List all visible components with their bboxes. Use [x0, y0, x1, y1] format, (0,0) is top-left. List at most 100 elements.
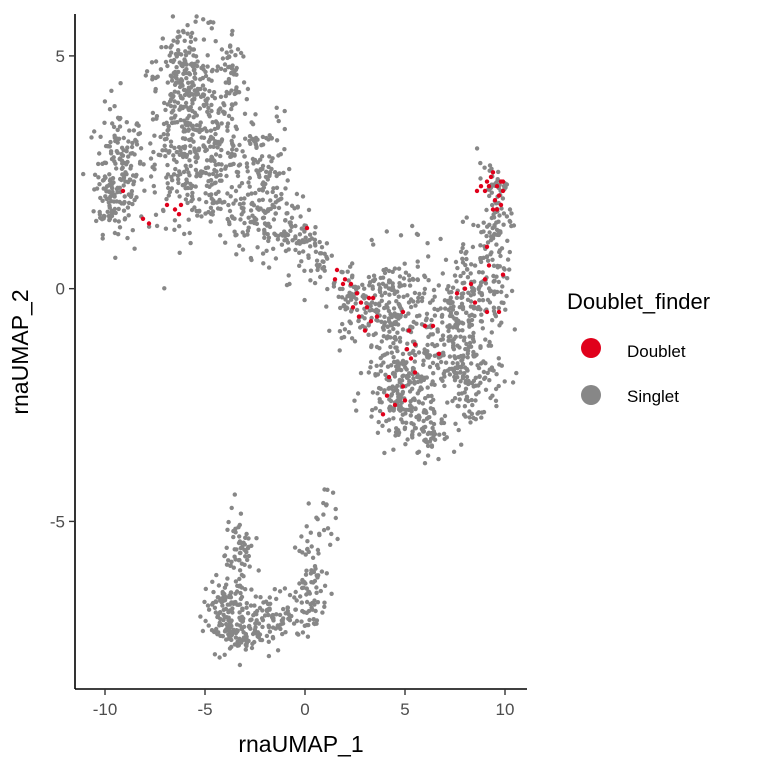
singlet-point [171, 38, 176, 43]
singlet-point [312, 602, 317, 607]
singlet-point [210, 209, 216, 214]
singlet-point [509, 211, 514, 216]
singlet-point [379, 298, 384, 303]
singlet-point [492, 278, 497, 283]
singlet-point [396, 432, 401, 437]
singlet-point [256, 568, 261, 573]
singlet-point [354, 408, 359, 413]
singlet-point [404, 360, 409, 365]
singlet-point [424, 410, 429, 415]
doublet-point [472, 300, 478, 305]
singlet-point [213, 152, 219, 157]
singlet-point [368, 365, 373, 370]
singlet-point [236, 540, 242, 546]
singlet-point [450, 360, 455, 366]
singlet-point [292, 595, 297, 600]
singlet-point [132, 197, 137, 203]
singlet-point [220, 634, 225, 639]
singlet-point [449, 289, 454, 295]
singlet-point [125, 235, 130, 241]
singlet-point [476, 390, 481, 395]
singlet-point [314, 515, 319, 520]
singlet-point [337, 286, 343, 292]
singlet-point [476, 270, 482, 275]
singlet-point [213, 180, 218, 185]
singlet-point [392, 266, 398, 271]
singlet-point [189, 198, 194, 204]
singlet-point [327, 328, 332, 333]
singlet-point [207, 192, 212, 198]
singlet-point [229, 559, 234, 564]
singlet-point [211, 20, 216, 25]
singlet-point [303, 552, 308, 557]
singlet-point [229, 70, 234, 76]
singlet-point [174, 149, 179, 155]
singlet-point [237, 522, 242, 528]
singlet-point [239, 561, 245, 566]
singlet-point [498, 253, 503, 259]
singlet-point [209, 69, 215, 74]
singlet-point [402, 425, 408, 430]
singlet-point [417, 291, 422, 297]
singlet-point [345, 294, 350, 299]
singlet-point [370, 278, 376, 283]
singlet-point [349, 275, 355, 280]
singlet-point [389, 363, 394, 368]
singlet-point [236, 163, 242, 168]
singlet-point [458, 365, 464, 370]
singlet-point [438, 337, 444, 342]
singlet-point [283, 630, 288, 635]
singlet-point [496, 279, 501, 285]
singlet-point [374, 309, 379, 314]
singlet-point [164, 136, 169, 141]
singlet-point [120, 153, 126, 158]
singlet-point [227, 91, 232, 96]
singlet-point [167, 189, 173, 195]
singlet-point [388, 335, 393, 340]
singlet-point [273, 200, 278, 205]
singlet-point [456, 404, 461, 409]
singlet-point [240, 149, 245, 154]
singlet-point [170, 93, 175, 98]
singlet-point [488, 289, 493, 294]
singlet-point [288, 228, 293, 233]
singlet-point [265, 601, 271, 607]
singlet-point [352, 339, 358, 344]
singlet-point [262, 210, 268, 215]
singlet-point [100, 178, 106, 183]
singlet-point [294, 618, 300, 624]
singlet-point [271, 186, 276, 191]
singlet-point [222, 615, 227, 620]
singlet-point [425, 385, 430, 390]
singlet-point [222, 629, 228, 634]
singlet-point [462, 335, 467, 340]
singlet-point [183, 197, 189, 202]
singlet-point [103, 194, 108, 199]
singlet-point [256, 621, 262, 626]
singlet-point [471, 352, 476, 358]
singlet-point [438, 359, 444, 365]
singlet-point [217, 655, 222, 660]
singlet-point [460, 260, 466, 265]
singlet-point [460, 304, 466, 310]
singlet-point [391, 355, 396, 360]
singlet-point [507, 249, 512, 255]
singlet-point [290, 238, 295, 243]
singlet-point [229, 116, 235, 122]
doublet-point [496, 309, 502, 315]
singlet-point [244, 605, 249, 610]
singlet-point [336, 294, 341, 299]
singlet-point [423, 396, 428, 401]
singlet-point [487, 193, 492, 199]
singlet-point [412, 359, 417, 364]
singlet-point [276, 233, 281, 239]
singlet-point [214, 200, 219, 205]
singlet-point [285, 605, 290, 610]
singlet-point [176, 145, 182, 150]
singlet-point [206, 623, 211, 628]
singlet-point [126, 139, 131, 144]
singlet-point [471, 222, 476, 228]
singlet-point [440, 320, 445, 325]
singlet-point [295, 204, 300, 209]
singlet-point [424, 311, 430, 316]
